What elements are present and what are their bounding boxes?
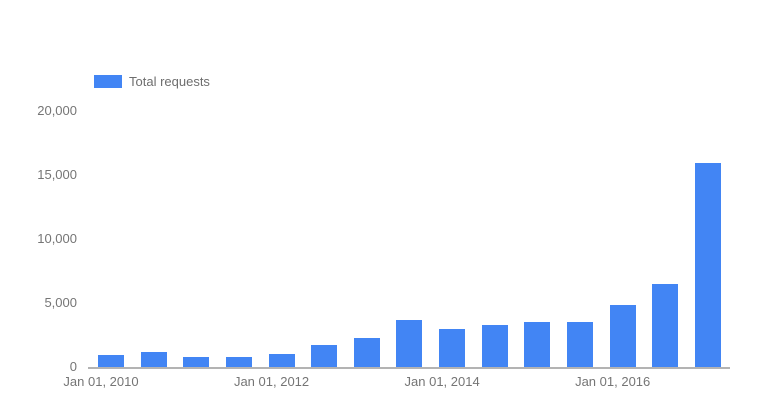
plot-area [88,0,730,367]
bar-2014-h1[interactable] [439,328,466,367]
legend: Total requests [94,74,210,89]
y-axis-label: 0 [69,358,77,374]
bar-2012-h2[interactable] [311,344,338,367]
bar-2010-h1[interactable] [98,354,124,367]
bar-2012-h1[interactable] [268,353,295,367]
x-axis-label: Jan 01, 2016 [575,374,651,389]
x-axis-line [88,367,730,369]
bar-2017-h1[interactable] [694,163,721,367]
bar-2015-h2[interactable] [567,321,594,367]
y-axis-label: 15,000 [37,166,77,182]
bar-2011-h1[interactable] [183,356,210,367]
x-axis-label: Jan 01, 2012 [233,374,310,389]
legend-label: Total requests [129,74,210,89]
bar-2014-h2[interactable] [481,324,508,367]
bar-2016-h2[interactable] [652,284,679,367]
bar-2015-h1[interactable] [524,322,551,367]
y-axis-label: 20,000 [37,102,77,118]
bar-2011-h2[interactable] [225,356,252,367]
bar-2013-h2[interactable] [396,319,423,367]
bar-2016-h1[interactable] [609,304,636,367]
bar-2013-h1[interactable] [353,338,380,367]
legend-swatch [94,75,122,88]
y-axis-label: 5,000 [44,294,77,310]
bar-2010-h2[interactable] [140,352,167,367]
x-axis-label: Jan 01, 2010 [63,374,139,389]
y-axis-label: 10,000 [37,230,77,246]
x-axis-label: Jan 01, 2014 [404,374,480,389]
